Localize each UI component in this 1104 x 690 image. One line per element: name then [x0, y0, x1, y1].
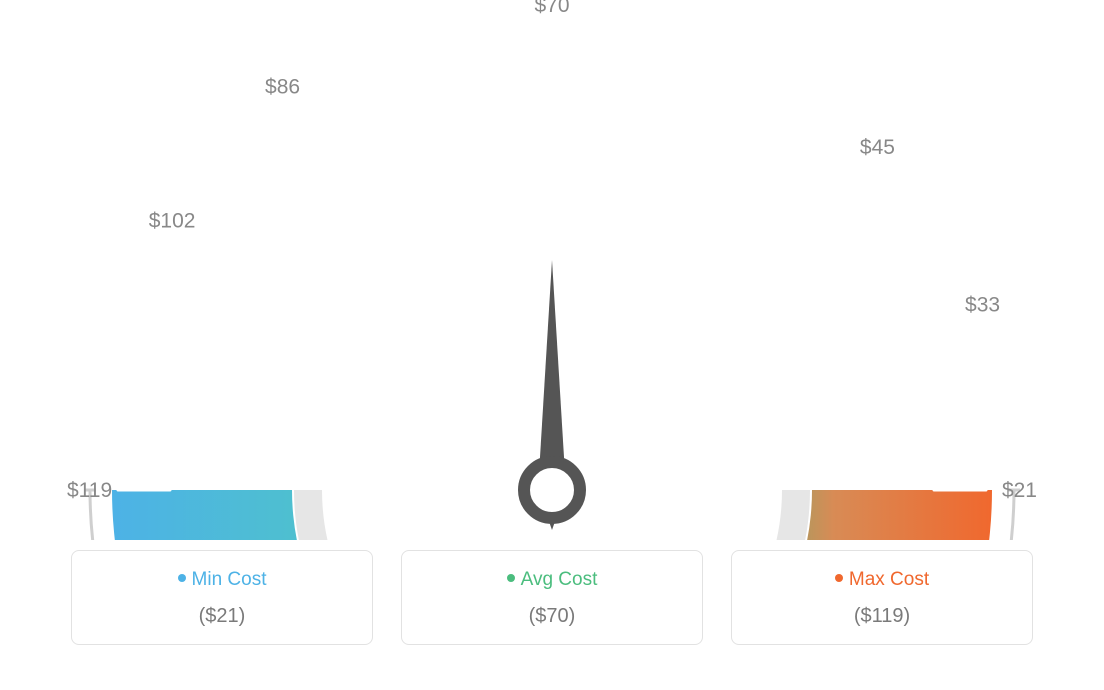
svg-text:$45: $45: [860, 136, 895, 159]
svg-text:$86: $86: [265, 76, 300, 99]
gauge-chart: $21 $33 $45 $70 $86 $102 $119: [0, 0, 1104, 540]
legend-max-title: Max Cost: [732, 569, 1032, 591]
svg-text:$33: $33: [965, 293, 1000, 316]
svg-text:$119: $119: [67, 479, 112, 502]
dot-icon: [178, 574, 186, 582]
svg-text:$21: $21: [1002, 479, 1037, 502]
dot-icon: [835, 574, 843, 582]
legend-min-value: ($21): [72, 605, 372, 628]
legend-avg-label: Avg Cost: [521, 569, 598, 590]
gauge-svg: $21 $33 $45 $70 $86 $102 $119: [0, 0, 1104, 540]
legend-max-value: ($119): [732, 605, 1032, 628]
dot-icon: [507, 574, 515, 582]
svg-text:$102: $102: [149, 210, 196, 233]
legend-min-label: Min Cost: [192, 569, 267, 590]
legend-max-label: Max Cost: [849, 569, 929, 590]
legend-card-max: Max Cost ($119): [731, 550, 1033, 645]
legend-min-title: Min Cost: [72, 569, 372, 591]
svg-text:$70: $70: [534, 0, 569, 17]
legend-avg-value: ($70): [402, 605, 702, 628]
legend-card-avg: Avg Cost ($70): [401, 550, 703, 645]
legend-row: Min Cost ($21) Avg Cost ($70) Max Cost (…: [0, 550, 1104, 645]
legend-card-min: Min Cost ($21): [71, 550, 373, 645]
legend-avg-title: Avg Cost: [402, 569, 702, 591]
